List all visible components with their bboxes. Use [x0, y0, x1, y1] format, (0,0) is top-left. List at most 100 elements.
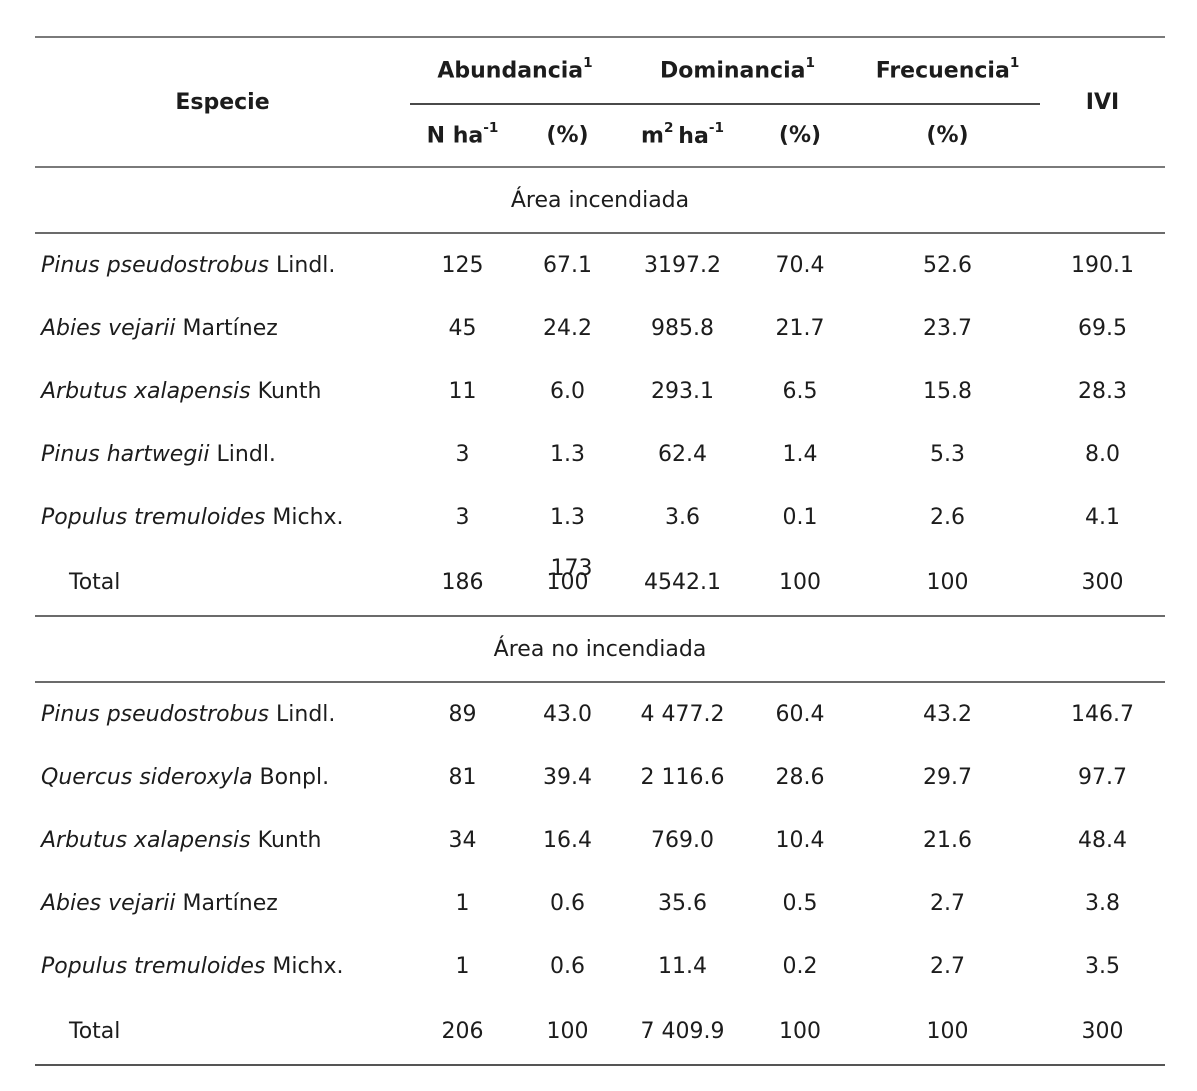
dominance-pct-cell: 21.7	[775, 316, 825, 341]
group-label: Abundancia	[437, 58, 584, 84]
frequency-pct-cell: 52.6	[923, 253, 972, 278]
group-label: Dominancia	[660, 58, 806, 84]
footnote-marker: 1	[1009, 55, 1020, 72]
frequency-pct-cell: 43.2	[923, 702, 972, 727]
abundance-cell: 3	[455, 442, 470, 467]
frequency-pct-cell: 5.3	[930, 442, 965, 467]
abundance-cell: 45	[448, 316, 477, 341]
frequency-pct-cell: 2.6	[930, 505, 965, 530]
species-binomial: Quercus sideroxyla	[41, 765, 253, 790]
species-author: Martínez	[182, 316, 278, 341]
ivi-cell: 3.5	[1085, 954, 1120, 979]
species-binomial: Arbutus xalapensis	[41, 379, 251, 404]
dominance-cell: 2 116.6	[640, 765, 725, 790]
dominance-pct-cell: 28.6	[775, 765, 825, 790]
frequency-pct-cell: 2.7	[930, 954, 965, 979]
table-body: Área incendiada Pinus pseudostrobus Lindl…	[35, 167, 1165, 1066]
total-frequency-pct-cell: 100	[855, 549, 1040, 617]
abundance-pct-cell: 1.3	[550, 505, 585, 530]
total-frequency-pct-cell: 100	[855, 998, 1040, 1066]
table-row: Abies vejarii Martínez 1 0.6 35.6 0.5 2.7 3.8	[35, 872, 1165, 935]
abundance-pct-cell: 16.4	[543, 828, 592, 853]
dominance-pct-cell: 60.4	[775, 702, 825, 727]
dominance-pct-cell: 0.2	[782, 954, 818, 979]
species-author: Kunth	[257, 379, 322, 404]
species-author: Michx.	[272, 954, 344, 979]
total-abundance-pct-value: 100 173	[546, 555, 593, 595]
total-label: Total	[35, 998, 410, 1066]
dominance-pct-cell: 70.4	[775, 253, 825, 278]
unit-exponent: -1	[483, 120, 499, 137]
species-cell: Abies vejarii Martínez	[35, 297, 410, 360]
unit-exponent: -1	[708, 120, 724, 137]
abundance-pct-cell: 24.2	[543, 316, 592, 341]
abundance-cell: 3	[455, 505, 470, 530]
dominance-cell: 985.8	[651, 316, 714, 341]
dominance-cell: 62.4	[658, 442, 707, 467]
ivi-cell: 48.4	[1078, 828, 1127, 853]
col-header-ivi: IVI	[1040, 36, 1165, 168]
table-row: Quercus sideroxyla Bonpl. 81 39.4 2 116.6 28…	[35, 746, 1165, 809]
species-author: Martínez	[182, 891, 278, 916]
ivi-table: Especie Abundancia1 Dominancia1 Frecuenc…	[35, 36, 1165, 1066]
footnote-marker: 1	[583, 55, 593, 72]
table-row: Arbutus xalapensis Kunth 34 16.4 769.0 10.4 2…	[35, 809, 1165, 872]
species-cell: Populus tremuloides Michx.	[35, 486, 410, 549]
footnote-marker: 1	[805, 55, 815, 72]
ivi-cell: 3.8	[1085, 891, 1120, 916]
unit-base: ha	[678, 123, 709, 149]
section-title-row: Área no incendiada	[35, 616, 1165, 683]
species-cell: Arbutus xalapensis Kunth	[35, 360, 410, 423]
total-label: Total	[35, 549, 410, 617]
total-abundance-cell: 186	[410, 549, 515, 617]
abundance-pct-cell: 1.3	[550, 442, 585, 467]
species-binomial: Arbutus xalapensis	[41, 828, 251, 853]
abundance-cell: 11	[448, 379, 477, 404]
dominance-cell: 35.6	[658, 891, 707, 916]
table-row: Arbutus xalapensis Kunth 11 6.0 293.1 6.5 15.…	[35, 360, 1165, 423]
abundance-cell: 34	[448, 828, 477, 853]
species-binomial: Abies vejarii	[41, 316, 176, 341]
total-row: Total 206 100 7 409.9 100 100 300	[35, 998, 1165, 1066]
dominance-cell: 3.6	[665, 505, 700, 530]
abundance-cell: 1	[455, 891, 470, 916]
dominance-cell: 769.0	[651, 828, 714, 853]
dominance-cell: 3197.2	[644, 253, 721, 278]
section-title: Área incendiada	[35, 167, 1165, 234]
species-binomial: Populus tremuloides	[41, 505, 266, 530]
ivi-cell: 97.7	[1078, 765, 1127, 790]
abundance-pct-cell: 0.6	[550, 954, 585, 979]
abundance-pct-cell: 43.0	[543, 702, 592, 727]
frequency-pct-cell: 15.8	[923, 379, 972, 404]
species-binomial: Populus tremuloides	[41, 954, 266, 979]
ivi-cell: 4.1	[1085, 505, 1120, 530]
species-author: Lindl.	[276, 702, 336, 727]
subheader-frecuencia-pct: (%)	[855, 104, 1040, 168]
ivi-cell: 8.0	[1085, 442, 1120, 467]
col-group-frecuencia: Frecuencia1	[855, 36, 1040, 105]
unit-base: N ha	[426, 123, 484, 149]
col-group-abundancia: Abundancia1	[410, 36, 620, 105]
subheader-m2-ha: m2 ha-1	[620, 104, 745, 168]
species-binomial: Pinus pseudostrobus	[41, 702, 270, 727]
dominance-pct-cell: 10.4	[775, 828, 825, 853]
species-binomial: Pinus hartwegii	[41, 442, 210, 467]
species-cell: Abies vejarii Martínez	[35, 872, 410, 935]
subheader-n-ha: N ha-1	[410, 104, 515, 168]
frequency-pct-cell: 21.6	[923, 828, 972, 853]
species-author: Lindl.	[216, 442, 276, 467]
ivi-cell: 69.5	[1078, 316, 1127, 341]
table-row: Pinus pseudostrobus Lindl. 125 67.1 3197.2 7…	[35, 233, 1165, 297]
abundance-cell: 125	[441, 253, 484, 278]
table-row: Pinus pseudostrobus Lindl. 89 43.0 4 477.2 6…	[35, 682, 1165, 746]
total-dominance-cell: 4542.1	[620, 549, 745, 617]
abundance-cell: 81	[448, 765, 477, 790]
subheader-abundancia-pct: (%)	[515, 104, 620, 168]
species-binomial: Pinus pseudostrobus	[41, 253, 270, 278]
species-cell: Populus tremuloides Michx.	[35, 935, 410, 998]
dominance-cell: 11.4	[658, 954, 707, 979]
frequency-pct-cell: 23.7	[923, 316, 972, 341]
table-row: Populus tremuloides Michx. 3 1.3 3.6 0.1 2.6 4…	[35, 486, 1165, 549]
total-dominance-pct-cell: 100	[745, 549, 855, 617]
unit-exponent: 2	[663, 120, 674, 137]
